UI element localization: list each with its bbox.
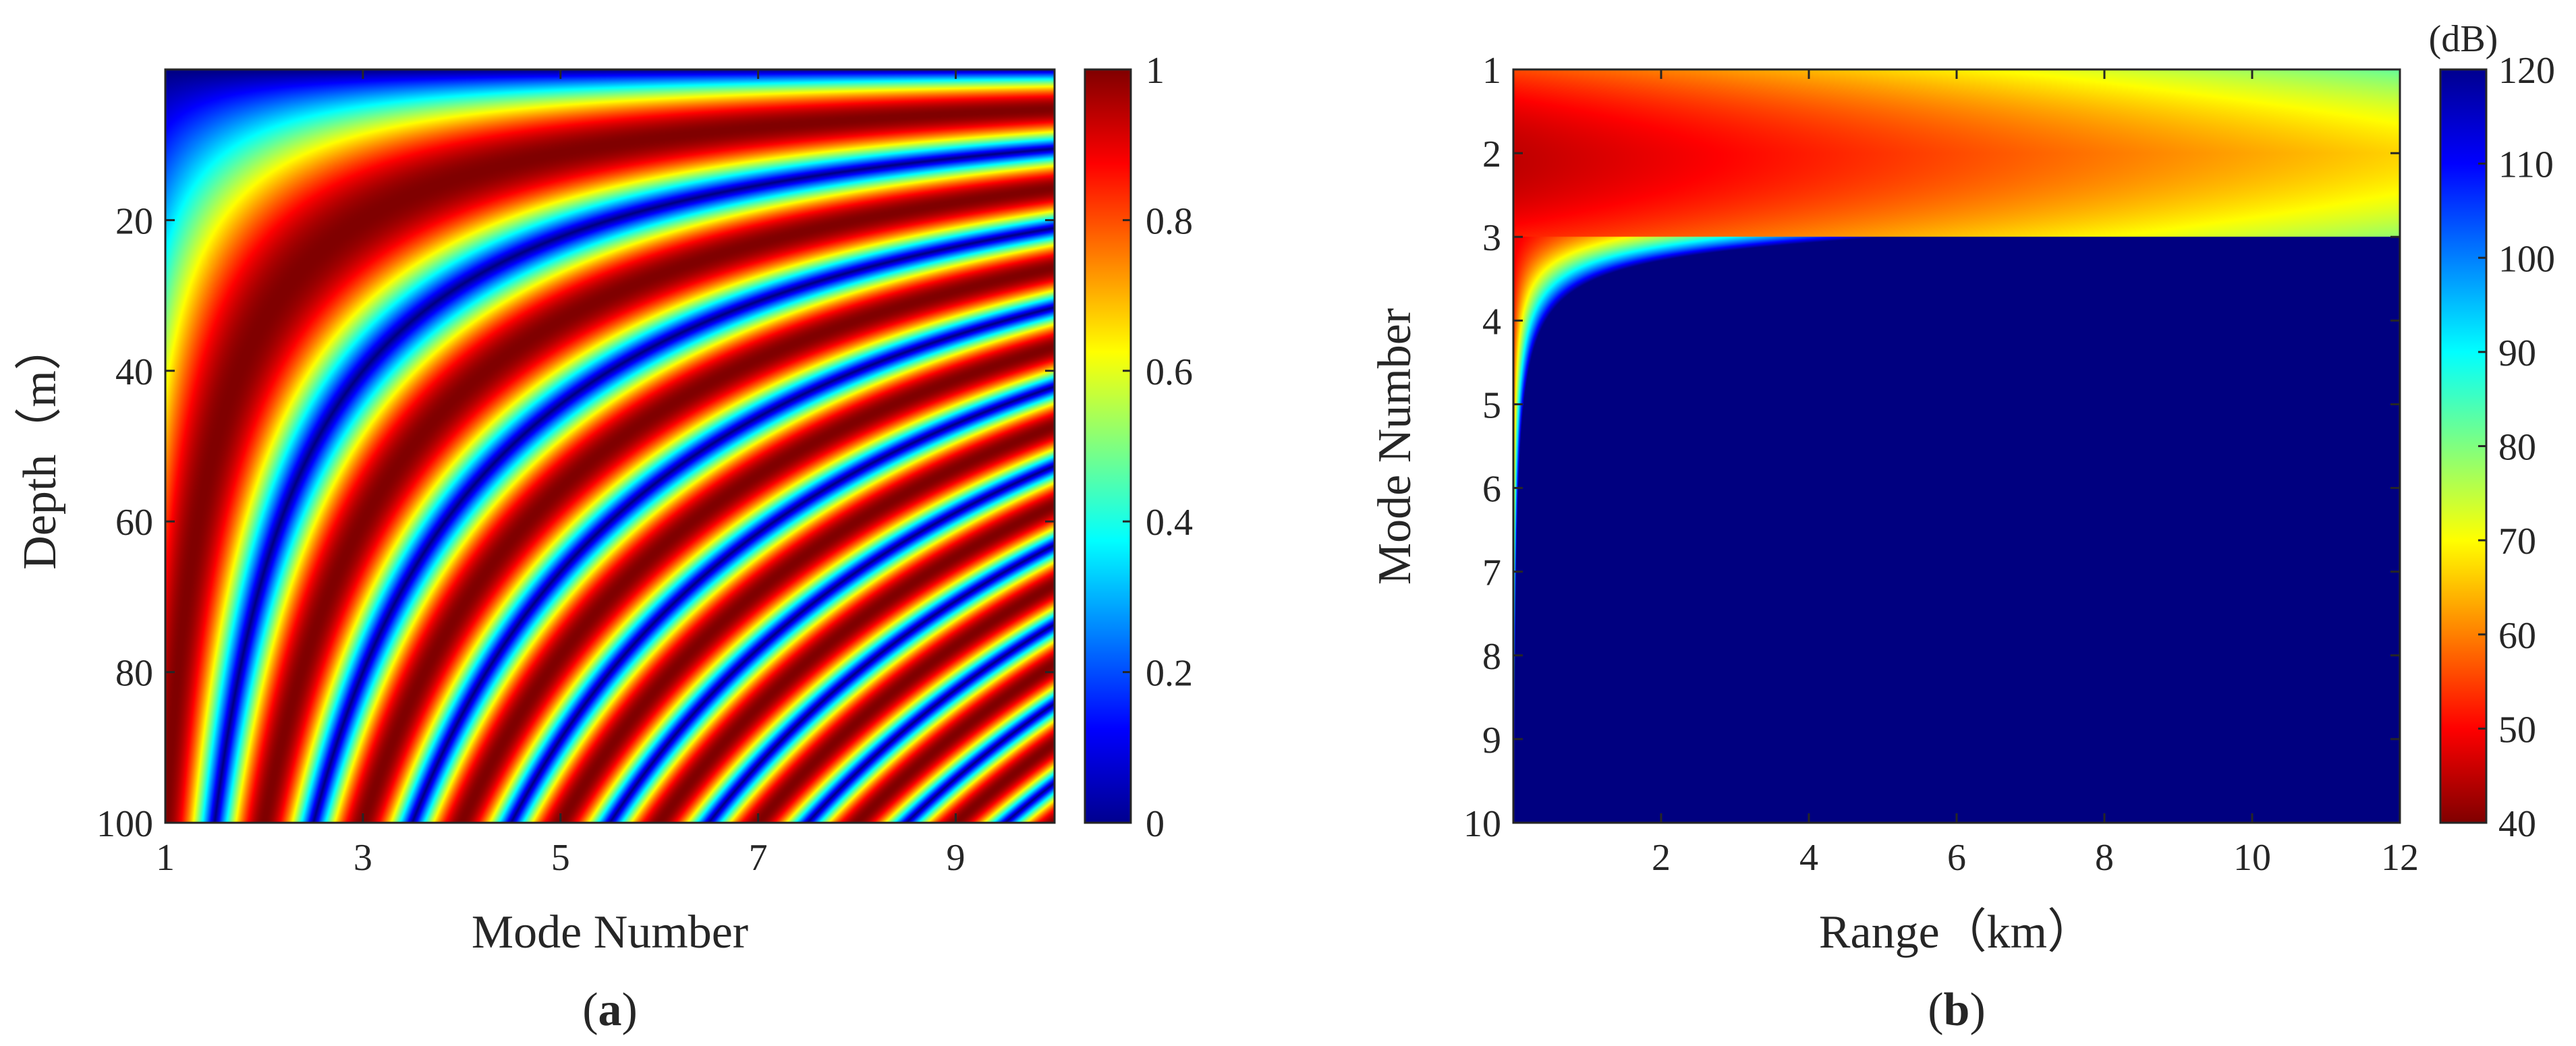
plot-a-xlabel: Mode Number [472, 906, 748, 958]
heatmap-b-canvas [1513, 69, 2400, 823]
plot-b-ytick-label: 8 [1482, 636, 1501, 678]
plot-b-xlabel: Range（km） [1819, 906, 2094, 958]
heatmap-a-area [165, 69, 1055, 823]
plot-b-xtick-label: 2 [1652, 837, 1671, 879]
plot-a-ticks: 1 3 5 7 9 20 40 60 80 100 [96, 69, 1055, 879]
plot-b-xtick-label: 8 [2095, 837, 2114, 879]
colorbar-b-tick-label: 70 [2498, 521, 2536, 562]
plot-a-ytick-label: 100 [96, 803, 153, 845]
plot-a-frame [164, 68, 1056, 824]
plot-b-ytick-label: 9 [1482, 720, 1501, 761]
plot-a-xtick-label: 3 [354, 837, 372, 879]
plot-b-xtick-label: 10 [2233, 837, 2271, 879]
plot-a-xtick-label: 1 [156, 837, 175, 879]
plot-a-ytick-label: 20 [115, 200, 153, 242]
plot-b-xtick-label: 12 [2381, 837, 2419, 879]
plot-a-ylabel: Depth（m） [14, 323, 66, 570]
plot-a-ytick-label: 80 [115, 653, 153, 695]
colorbar-a [1085, 69, 1131, 823]
colorbar-b-tick-label: 60 [2498, 615, 2536, 657]
colorbar-a-frame [1084, 68, 1132, 824]
colorbar-b-tick-label: 80 [2498, 427, 2536, 469]
colorbar-b-tick-label: 50 [2498, 709, 2536, 751]
colorbar-b-tick-label: 110 [2498, 144, 2554, 186]
plot-b-ytick-label: 2 [1482, 134, 1501, 175]
plot-b-xtick-label: 4 [1799, 837, 1818, 879]
panel-a-label: (a) [582, 984, 638, 1036]
plot-b-ytick-label: 10 [1463, 803, 1501, 845]
heatmap-a-canvas [165, 69, 1055, 823]
heatmap-b-area [1513, 69, 2400, 823]
colorbar-b-tick-label: 90 [2498, 332, 2536, 374]
colorbar-a-tick-label: 0.4 [1146, 502, 1193, 544]
panel-b-label: (b) [1928, 984, 1986, 1036]
colorbar-b-tick-label: 100 [2498, 238, 2555, 280]
plot-a-xtick-label: 5 [551, 837, 570, 879]
plot-a-xtick-label: 7 [749, 837, 768, 879]
plot-b-xtick-label: 6 [1947, 837, 1966, 879]
plot-a-ytick-label: 60 [115, 502, 153, 544]
colorbar-a-tick-label: 1 [1146, 50, 1165, 92]
plot-b-ylabel: Mode Number [1369, 308, 1421, 585]
plot-b-ytick-label: 4 [1482, 301, 1501, 343]
plot-b-ytick-label: 3 [1482, 217, 1501, 259]
plot-a-ytick-label: 40 [115, 351, 153, 393]
plot-b-ytick-label: 5 [1482, 384, 1501, 426]
colorbar-a-tick-label: 0 [1146, 803, 1165, 845]
colorbar-a-ticks: 0 0.2 0.4 0.6 0.8 1 [1123, 50, 1193, 845]
colorbar-b-tick-label: 40 [2498, 803, 2536, 845]
colorbar-b-tick-label: 120 [2498, 50, 2555, 92]
colorbar-a-tick-label: 0.2 [1146, 653, 1193, 695]
plot-b-ytick-label: 7 [1482, 552, 1501, 594]
colorbar-a-tick-label: 0.6 [1146, 351, 1193, 393]
colorbar-b-ticks: 40 50 60 70 80 90 100 110 120 [2478, 50, 2555, 845]
colorbar-b-unit: (dB) [2429, 18, 2498, 60]
plot-b-ytick-label: 6 [1482, 469, 1501, 511]
colorbar-a-tick-label: 0.8 [1146, 200, 1193, 242]
plot-b-ytick-label: 1 [1482, 50, 1501, 92]
plot-a-xtick-label: 9 [947, 837, 965, 879]
